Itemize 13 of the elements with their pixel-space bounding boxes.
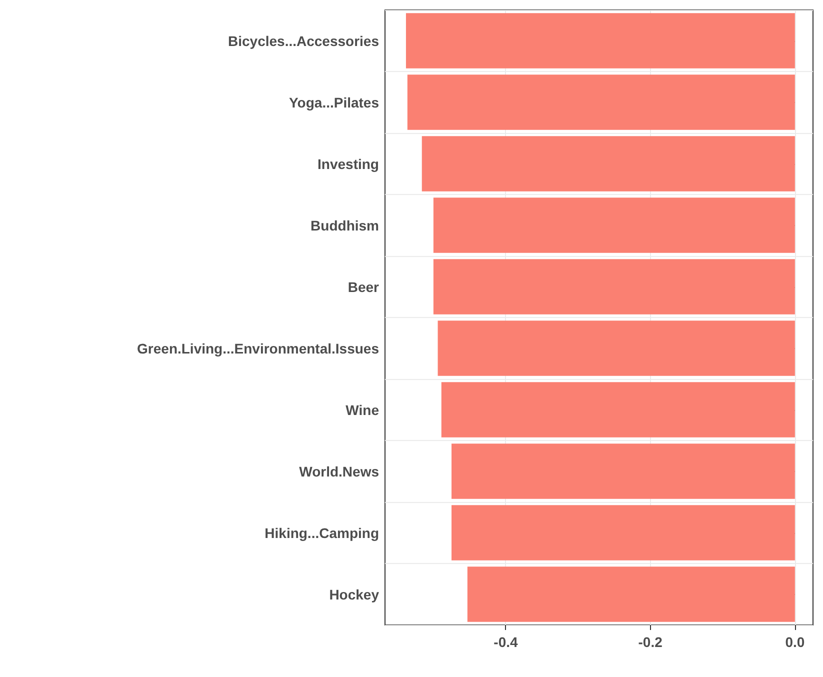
- y-tick-label: Investing: [318, 156, 379, 172]
- y-tick-label: Hockey: [329, 586, 380, 602]
- y-tick-label: World.News: [299, 463, 380, 480]
- x-tick-label: 0.0: [785, 634, 805, 650]
- y-tick-label: Green.Living...Environmental.Issues: [137, 340, 380, 356]
- y-tick-label: Hiking...Camping: [264, 524, 379, 541]
- y-tick-label: Buddhism: [310, 217, 379, 234]
- y-tick-label: Wine: [346, 402, 380, 418]
- x-tick-label: -0.4: [494, 634, 518, 650]
- x-tick-label: -0.2: [638, 634, 663, 650]
- y-tick-label: Bicycles...Accessories: [228, 32, 380, 49]
- y-tick-label: Yoga...Pilates: [289, 94, 380, 110]
- y-tick-label: Beer: [348, 278, 380, 295]
